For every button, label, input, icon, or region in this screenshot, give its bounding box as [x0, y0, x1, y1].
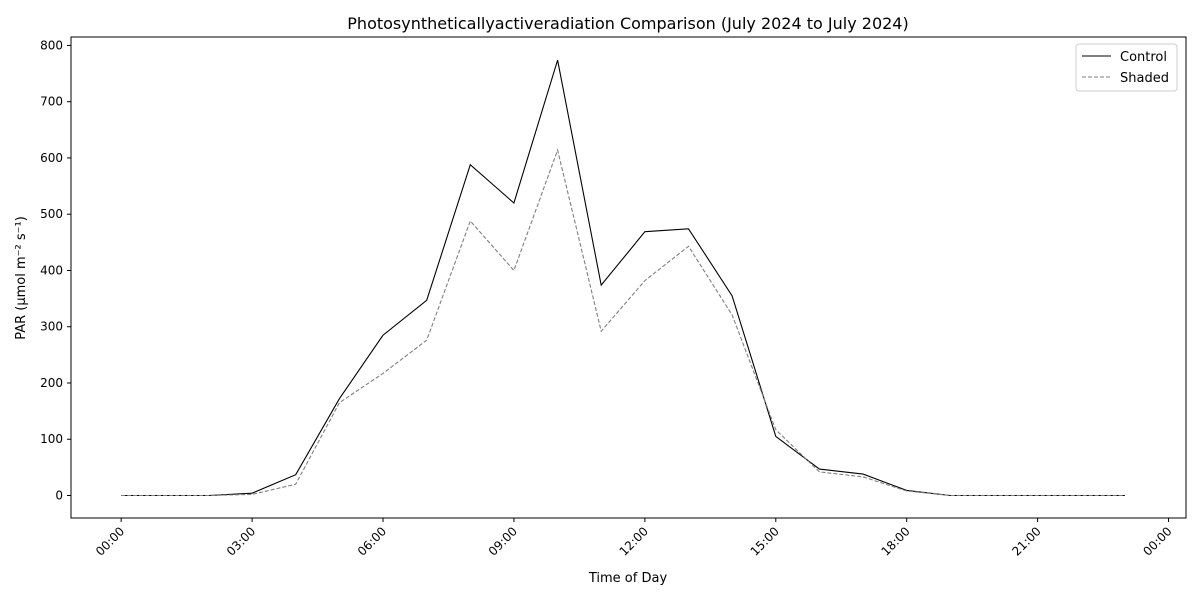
y-tick-label: 100: [40, 432, 63, 446]
y-tick-label: 700: [40, 95, 63, 109]
y-axis: 0 100 200 300 400 500 600 700 800: [40, 38, 71, 502]
x-tick-label: 03:00: [224, 524, 258, 558]
legend-label-control: Control: [1120, 50, 1167, 65]
y-axis-label: PAR (µmol m⁻² s⁻¹): [14, 216, 29, 340]
x-axis-label: Time of Day: [588, 571, 668, 586]
series-line-control: [121, 59, 1125, 497]
y-tick-label: 400: [40, 263, 63, 277]
legend-items: Control Shaded: [1082, 50, 1169, 86]
chart-title: Photosyntheticallyactiveradiation Compar…: [347, 14, 908, 33]
plot-area: [70, 36, 1187, 519]
x-tick-label: 00:00: [1140, 524, 1174, 558]
legend-label-shaded: Shaded: [1120, 71, 1169, 86]
x-axis: 00:00 03:00 06:00 09:00 12:00 15:00 18:00 21:00…: [93, 518, 1175, 559]
y-tick-label: 800: [40, 38, 63, 52]
x-tick-label: 12:00: [617, 524, 651, 558]
x-tick-label: 09:00: [486, 524, 520, 558]
x-tick-label: 06:00: [355, 524, 389, 558]
legend: Control Shaded: [1075, 43, 1178, 92]
series-layer: [121, 59, 1125, 497]
plot-frame: [70, 36, 1187, 519]
x-tick-label: 21:00: [1009, 524, 1043, 558]
y-tick-label: 600: [40, 151, 63, 165]
x-tick-label: 15:00: [748, 524, 782, 558]
x-tick-label: 18:00: [878, 524, 912, 558]
y-tick-label: 0: [55, 488, 63, 502]
y-tick-label: 500: [40, 207, 63, 221]
series-line-shaded: [121, 148, 1125, 497]
x-tick-label: 00:00: [93, 524, 127, 558]
y-tick-label: 300: [40, 320, 63, 334]
y-tick-label: 200: [40, 376, 63, 390]
